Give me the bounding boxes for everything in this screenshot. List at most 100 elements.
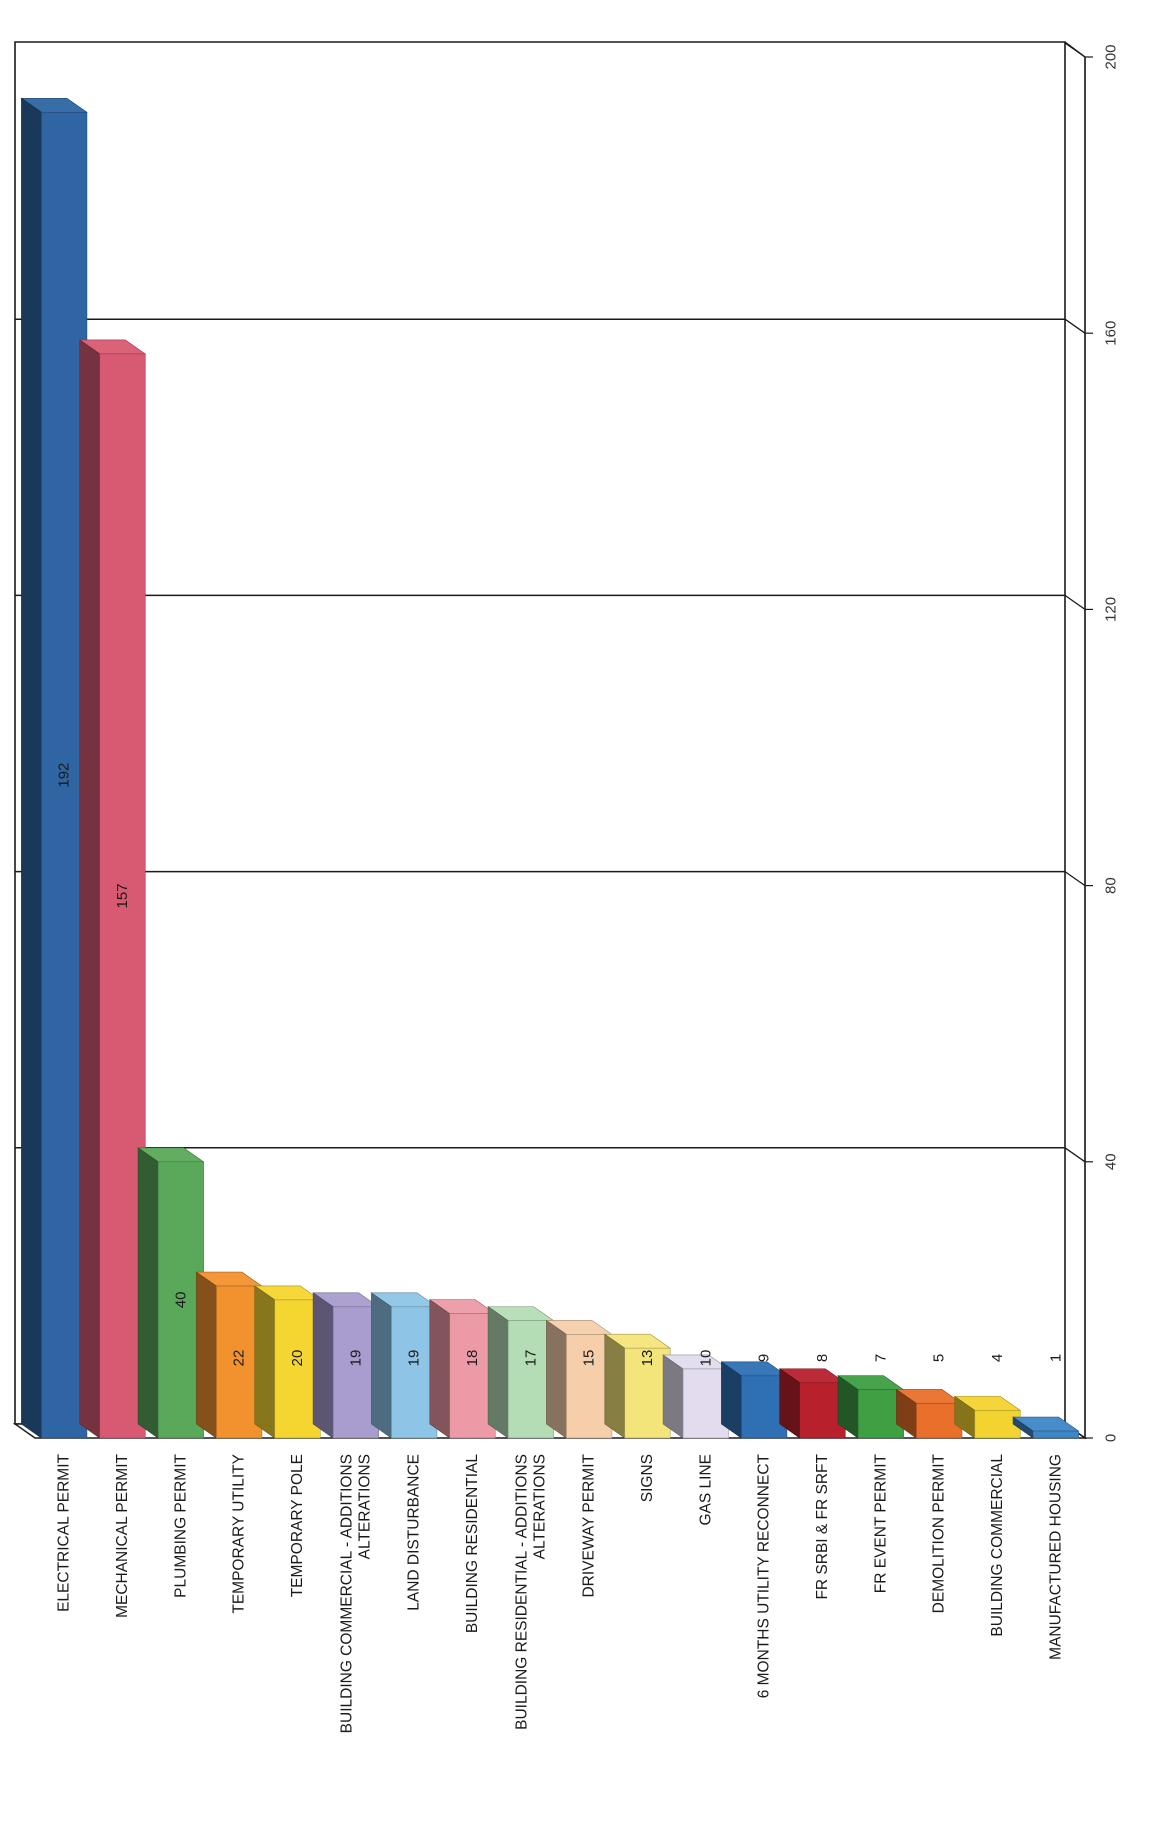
bar-front-face xyxy=(799,1382,846,1439)
value-label: 8 xyxy=(814,1354,831,1362)
tick-label: 200 xyxy=(1103,44,1120,69)
category-label: DRIVEWAY PERMIT xyxy=(581,1453,598,1597)
bar xyxy=(253,1285,322,1439)
bar-front-face xyxy=(624,1347,671,1439)
category-label-line: BUILDING RESIDENTIAL - ADDITIONS xyxy=(513,1454,530,1730)
category-label: DEMOLITION PERMIT xyxy=(931,1453,948,1613)
value-label: 17 xyxy=(522,1350,539,1367)
category-label: 6 MONTHS UTILITY RECONNECT xyxy=(756,1453,773,1698)
category-label-line: BUILDING COMMERCIAL - ADDITIONS xyxy=(338,1454,355,1733)
category-label: BUILDING RESIDENTIAL - ADDITIONSALTERATI… xyxy=(513,1454,548,1730)
bar-front-face xyxy=(857,1389,904,1439)
gridline-diagonal xyxy=(1064,871,1086,887)
tick-label: 0 xyxy=(1103,1434,1120,1442)
bar-side-face xyxy=(662,1354,684,1439)
bar xyxy=(603,1333,672,1439)
category-label: TEMPORARY UTILITY xyxy=(231,1454,248,1614)
tick-label: 160 xyxy=(1103,321,1120,346)
category-label: LAND DISTURBANCE xyxy=(406,1454,423,1611)
category-label-line: ALTERATIONS xyxy=(356,1454,373,1559)
category-label-line: MANUFACTURED HOUSING xyxy=(1047,1454,1064,1660)
bar-front-face xyxy=(41,111,88,1439)
bar-front-face xyxy=(741,1375,788,1439)
bar-front-face xyxy=(157,1161,204,1439)
bar xyxy=(720,1361,788,1439)
value-label: 20 xyxy=(289,1350,306,1367)
category-label-line: FR EVENT PERMIT xyxy=(872,1453,889,1593)
value-label: 19 xyxy=(406,1350,423,1367)
value-label: 192 xyxy=(56,763,73,788)
bar xyxy=(545,1319,613,1439)
bar xyxy=(20,97,88,1439)
category-label: FR SRBI & FR SRFT xyxy=(814,1453,831,1599)
bar-side-face xyxy=(487,1306,509,1439)
bar xyxy=(312,1292,380,1439)
value-label: 5 xyxy=(931,1354,948,1362)
bar xyxy=(1012,1416,1080,1439)
gridline-diagonal xyxy=(1064,1147,1086,1163)
category-label-line: 6 MONTHS UTILITY RECONNECT xyxy=(756,1453,773,1698)
value-label: 4 xyxy=(989,1354,1006,1362)
value-label: 19 xyxy=(347,1350,364,1367)
category-label-line: DRIVEWAY PERMIT xyxy=(581,1453,598,1597)
bar-front-face xyxy=(99,353,146,1439)
bar xyxy=(137,1147,205,1439)
category-label-line: ELECTRICAL PERMIT xyxy=(56,1453,73,1611)
category-label: MANUFACTURED HOUSING xyxy=(1047,1454,1064,1660)
bar-side-face xyxy=(254,1285,276,1439)
bar xyxy=(662,1354,730,1439)
category-label-line: DEMOLITION PERMIT xyxy=(931,1453,948,1613)
value-label: 1 xyxy=(1047,1354,1064,1362)
bar xyxy=(195,1271,263,1439)
category-label-line: LAND DISTURBANCE xyxy=(406,1454,423,1611)
bar-front-face xyxy=(974,1410,1021,1439)
tick-label: 40 xyxy=(1103,1153,1120,1170)
bar xyxy=(953,1395,1022,1439)
bar-side-face xyxy=(546,1319,567,1439)
category-label-line: SIGNS xyxy=(639,1454,656,1502)
bar-front-face xyxy=(332,1306,379,1439)
bar xyxy=(778,1368,847,1439)
category-label-line: BUILDING RESIDENTIAL xyxy=(464,1454,481,1634)
value-label: 9 xyxy=(756,1354,773,1362)
bar xyxy=(428,1299,497,1439)
bar-side-face xyxy=(604,1333,626,1439)
value-label: 22 xyxy=(231,1350,248,1367)
bar xyxy=(837,1375,905,1439)
bar-front-face xyxy=(1032,1430,1079,1439)
category-label: BUILDING RESIDENTIAL xyxy=(464,1454,481,1634)
bar-front-face xyxy=(216,1285,263,1439)
category-label-line: BUILDING COMMERCIAL xyxy=(989,1454,1006,1637)
bar-side-face xyxy=(21,97,42,1439)
bar-front-face xyxy=(449,1313,496,1439)
gridline-diagonal xyxy=(1064,318,1086,334)
value-label: 157 xyxy=(114,883,131,908)
category-label: SIGNS xyxy=(639,1454,656,1502)
category-label: PLUMBING PERMIT xyxy=(172,1453,189,1597)
value-label: 18 xyxy=(464,1350,481,1367)
value-label: 7 xyxy=(872,1354,889,1362)
category-label: FR EVENT PERMIT xyxy=(872,1453,889,1593)
category-label: MECHANICAL PERMIT xyxy=(114,1453,131,1617)
bar-front-face xyxy=(391,1306,438,1439)
category-label: GAS LINE xyxy=(697,1454,714,1526)
category-label: TEMPORARY POLE xyxy=(289,1454,306,1597)
gridline-diagonal xyxy=(1064,594,1086,610)
category-label-line: GAS LINE xyxy=(697,1454,714,1526)
side-wall xyxy=(1064,41,1086,1440)
category-label-line: FR SRBI & FR SRFT xyxy=(814,1453,831,1599)
value-label: 40 xyxy=(172,1292,189,1309)
bar xyxy=(895,1388,963,1439)
value-label: 13 xyxy=(639,1350,656,1367)
category-label-line: TEMPORARY POLE xyxy=(289,1454,306,1597)
category-label-line: ALTERATIONS xyxy=(531,1454,548,1559)
category-label: ELECTRICAL PERMIT xyxy=(56,1453,73,1611)
tick-label: 80 xyxy=(1103,877,1120,894)
bar-front-face xyxy=(274,1299,321,1439)
category-label-line: PLUMBING PERMIT xyxy=(172,1453,189,1597)
category-label-line: TEMPORARY UTILITY xyxy=(231,1454,248,1614)
category-label-line: MECHANICAL PERMIT xyxy=(114,1453,131,1617)
bar-side-face xyxy=(79,339,101,1439)
